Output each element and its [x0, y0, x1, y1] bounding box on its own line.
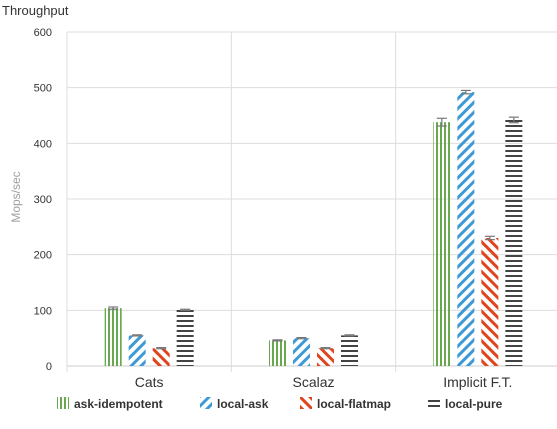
y-tick-label: 400	[34, 138, 52, 150]
legend-swatch	[200, 397, 212, 409]
bar-local-flatmap	[481, 238, 498, 366]
bar-local-pure	[177, 310, 194, 366]
x-tick-label: Scalaz	[292, 374, 334, 390]
bar-local-ask	[457, 92, 474, 366]
legend-label: ask-idempotent	[74, 397, 163, 411]
y-tick-label: 0	[46, 361, 52, 373]
legend-swatch	[428, 397, 440, 409]
legend-label: local-flatmap	[317, 397, 391, 411]
bar-local-flatmap	[153, 348, 170, 366]
bar-local-pure	[341, 335, 358, 366]
bar-ask-idempotent	[269, 340, 286, 366]
legend: ask-idempotent local-ask local-flatmap loca…	[57, 397, 503, 411]
bar-ask-idempotent	[433, 122, 450, 366]
error-bar	[461, 90, 471, 93]
error-bar	[345, 335, 355, 336]
legend-swatch	[300, 397, 312, 409]
y-tick-label: 600	[34, 27, 52, 39]
bar-local-ask	[129, 335, 146, 366]
y-tick-label: 500	[34, 83, 52, 95]
error-bar	[180, 309, 190, 310]
legend-item-local-ask[interactable]: local-ask	[200, 397, 269, 411]
bar-local-flatmap	[317, 348, 334, 366]
legend-label: local-ask	[217, 397, 269, 411]
y-tick-label: 200	[34, 250, 52, 262]
x-tick-label: Implicit F.T.	[443, 374, 512, 390]
error-bar	[297, 338, 307, 339]
y-tick-label: 100	[34, 305, 52, 317]
bar-local-ask	[293, 338, 310, 366]
x-tick-label: Cats	[135, 374, 164, 390]
error-bar	[321, 348, 331, 349]
legend-label: local-pure	[445, 397, 503, 411]
bar-local-pure	[505, 120, 522, 366]
y-axis-label: Mops/sec	[9, 171, 23, 222]
legend-swatch	[57, 397, 69, 409]
bars	[105, 90, 523, 366]
legend-item-local-pure[interactable]: local-pure	[428, 397, 503, 411]
legend-item-ask-idempotent[interactable]: ask-idempotent	[57, 397, 163, 411]
y-tick-label: 300	[34, 194, 52, 206]
error-bar	[273, 340, 283, 341]
legend-item-local-flatmap[interactable]: local-flatmap	[300, 397, 391, 411]
error-bar	[132, 335, 142, 336]
bar-ask-idempotent	[105, 308, 122, 366]
chart-title: Throughput	[2, 3, 69, 18]
error-bar	[156, 348, 166, 349]
